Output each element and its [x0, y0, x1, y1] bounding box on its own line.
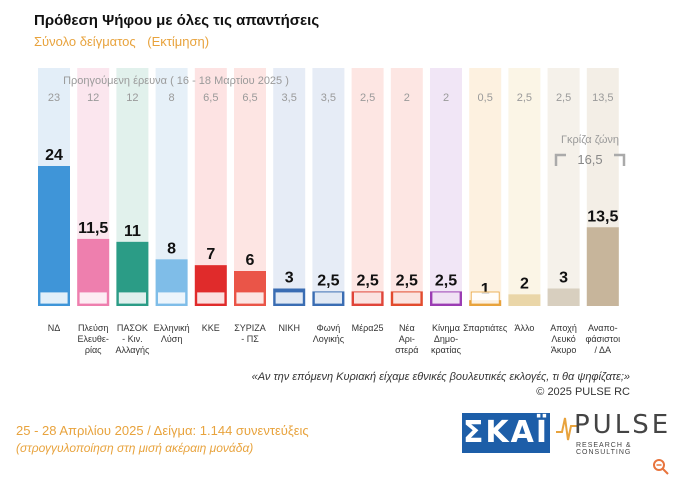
column-bg-party-7	[273, 68, 306, 306]
grey-zone-value: 16,5	[577, 152, 602, 167]
previous-value-party-9: 2,5	[360, 92, 375, 104]
category-label-party-5: ΚΚΕ	[202, 323, 220, 333]
column-bg-party-12	[469, 68, 502, 306]
pulse-logo-subtext: RESEARCH & CONSULTING	[576, 442, 632, 456]
bar-value-party-12: 1	[481, 281, 490, 298]
party-logo-party-6	[235, 291, 265, 305]
category-label-party-4: Ελληνική Λύση	[154, 323, 190, 344]
party-logo-party-3	[118, 291, 147, 305]
previous-value-party-4: 8	[169, 92, 175, 104]
previous-value-party-2: 12	[87, 92, 99, 104]
column-bg-party-11	[430, 68, 462, 306]
bar-value-party-11: 2,5	[435, 272, 457, 289]
pulse-logo: PULSE RESEARCH & CONSULTING	[556, 410, 668, 460]
chart-subtitle: Σύνολο δείγματος (Εκτίμηση)	[34, 34, 209, 49]
previous-value-party-13: 2,5	[517, 92, 532, 104]
party-logo-party-10	[392, 291, 422, 305]
rounding-note: (στρογγυλοποίηση στη μισή ακέραιη μονάδα…	[16, 441, 254, 455]
column-bg-party-9	[351, 68, 384, 306]
pulse-wave-icon	[556, 417, 578, 441]
column-bg-party-8	[312, 68, 345, 306]
column-bg-party-10	[390, 68, 423, 306]
party-logo-party-11	[431, 291, 461, 305]
grey-zone-bracket-left	[554, 153, 566, 166]
column-bg-party-14	[547, 68, 580, 306]
pulse-logo-text: PULSE	[574, 410, 672, 440]
column-bg-party-13	[508, 68, 541, 306]
category-label-party-10: Νέα Αρι-στερά	[395, 323, 418, 355]
category-label-party-7: ΝΙΚΗ	[278, 323, 300, 333]
subtitle-note: (Εκτίμηση)	[147, 34, 210, 49]
vote-intention-chart: Προηγούμενη έρευνα ( 16 - 18 Μαρτίου 202…	[38, 68, 626, 355]
category-label-party-1: ΝΔ	[48, 323, 61, 333]
copyright: © 2025 PULSE RC	[536, 386, 630, 398]
subtitle-label: Σύνολο δείγματος	[34, 34, 136, 49]
bar-party-15	[586, 227, 619, 306]
previous-value-party-6: 6,5	[242, 92, 257, 104]
grey-zone: Γκρίζα ζώνη 16,5	[554, 134, 626, 167]
previous-value-party-5: 6,5	[203, 92, 218, 104]
category-label-party-3: ΠΑΣΟΚ - Κιν. Αλλαγής	[115, 323, 150, 355]
previous-value-party-10: 2	[404, 92, 410, 104]
category-label-party-9: Μέρα25	[352, 323, 384, 333]
grey-zone-label: Γκρίζα ζώνη	[561, 134, 619, 146]
party-logo-party-4	[157, 291, 187, 305]
category-label-party-2: Πλεύση Ελευθε-ρίας	[77, 323, 108, 355]
category-label-party-6: ΣΥΡΙΖΑ - ΠΣ	[234, 323, 266, 344]
bar-value-party-3: 11	[124, 223, 141, 240]
bar-party-14	[547, 288, 580, 306]
previous-value-party-14: 2,5	[556, 92, 571, 104]
bar-value-party-15: 13,5	[587, 208, 618, 225]
column-bg-party-6	[234, 68, 266, 306]
previous-value-party-7: 3,5	[282, 92, 297, 104]
bar-value-party-5: 7	[206, 246, 215, 263]
previous-survey-label: Προηγούμενη έρευνα ( 16 - 18 Μαρτίου 202…	[63, 75, 289, 87]
zoom-icon[interactable]	[652, 458, 670, 476]
grey-zone-bracket-right	[614, 153, 626, 166]
bar-value-party-13: 2	[520, 275, 529, 292]
bar-value-party-9: 2,5	[356, 272, 378, 289]
bar-party-1	[38, 166, 70, 306]
previous-value-party-15: 13,5	[592, 92, 613, 104]
bar-value-party-10: 2,5	[396, 272, 418, 289]
previous-value-party-3: 12	[126, 92, 138, 104]
category-label-party-14: Αποχή Λευκό Άκυρο	[550, 323, 577, 355]
category-label-party-12: Σπαρτιάτες	[463, 323, 508, 333]
category-label-party-15: Αναπο-φάσιστοι / ΔΑ	[586, 323, 621, 355]
previous-value-party-11: 2	[443, 92, 449, 104]
category-label-party-11: Κίνημα Δημο-κρατίας	[431, 323, 462, 355]
bar-value-party-8: 2,5	[317, 272, 339, 289]
party-logo-party-7	[274, 291, 304, 305]
party-logo-party-8	[313, 291, 343, 305]
bar-value-party-7: 3	[285, 270, 294, 287]
party-logo-party-9	[353, 291, 383, 305]
previous-value-party-8: 3,5	[321, 92, 336, 104]
survey-question: «Αν την επόμενη Κυριακή είχαμε εθνικές β…	[251, 371, 630, 383]
previous-value-party-12: 0,5	[478, 92, 493, 104]
party-logo-party-5	[196, 291, 226, 305]
category-label-party-13: Άλλο	[514, 323, 534, 333]
category-label-party-8: Φωνή Λογικής	[313, 323, 345, 344]
bar-value-party-6: 6	[246, 252, 255, 269]
party-logo-party-12	[470, 291, 500, 305]
skai-logo: ΣΚΑΪ	[462, 413, 550, 453]
bar-value-party-14: 3	[559, 270, 568, 287]
bar-party-13	[508, 294, 541, 306]
bar-value-party-1: 24	[45, 147, 63, 164]
party-logo-party-1	[39, 291, 69, 305]
previous-value-party-1: 23	[48, 92, 60, 104]
bar-value-party-2: 11,5	[78, 220, 108, 237]
bar-value-party-4: 8	[167, 240, 176, 257]
survey-dates: 25 - 28 Απριλίου 2025 / Δείγμα: 1.144 συ…	[16, 423, 309, 438]
party-logo-party-2	[78, 291, 108, 305]
chart-title: Πρόθεση Ψήφου με όλες τις απαντήσεις	[34, 12, 320, 29]
